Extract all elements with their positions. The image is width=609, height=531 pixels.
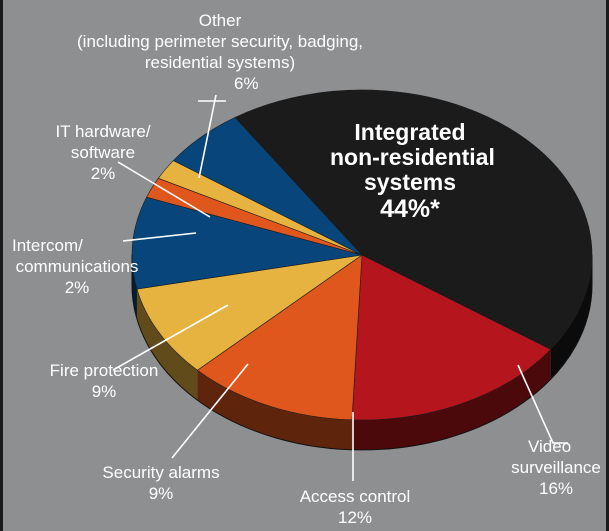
leader-alarms xyxy=(171,363,249,459)
pie-slice-access-control xyxy=(196,254,363,421)
pie-slice-other-including-perimeter-security-badging-residential-systems xyxy=(172,117,363,256)
pie-side-integrated-non-residential-systems xyxy=(550,255,592,380)
pie-side-video-surveillance xyxy=(351,349,551,450)
label-intercom-line2: communications xyxy=(15,257,139,276)
pie-slice-fire-protection xyxy=(131,196,363,290)
label-it-hardware: IT hardware/ software 2% xyxy=(38,121,168,184)
leader-video xyxy=(517,364,568,444)
leader-fire xyxy=(112,304,229,371)
pie-slice-integrated-non-residential-systems xyxy=(234,89,593,350)
pie-depth-outline xyxy=(131,255,593,451)
label-integrated-line3: systems xyxy=(363,169,457,195)
leader-it xyxy=(117,161,211,218)
label-other-line1: Other xyxy=(198,11,242,30)
label-access-pct: 12% xyxy=(337,508,373,527)
pie-depth xyxy=(131,255,593,451)
label-other-line2: (including perimeter security, badging, xyxy=(77,32,363,51)
label-integrated-line1: Integrated xyxy=(354,119,466,145)
label-intercom-line1: Intercom/ xyxy=(12,236,83,255)
label-video-surveillance: Video surveillance 16% xyxy=(506,436,606,499)
label-fire-protection: Fire protection 9% xyxy=(34,360,174,402)
label-it-pct: 2% xyxy=(90,164,116,183)
label-video-pct: 16% xyxy=(538,479,574,498)
label-fire-pct: 9% xyxy=(91,382,117,401)
label-other-line3: residential systems) xyxy=(144,53,296,72)
label-fire-line1: Fire protection xyxy=(49,361,159,380)
label-other-pct: 6% xyxy=(234,74,259,93)
label-alarms-line1: Security alarms xyxy=(102,463,220,482)
label-intercom: Intercom/ communications 2% xyxy=(2,235,152,298)
label-access-line1: Access control xyxy=(299,487,411,506)
pie-side-fire-protection xyxy=(132,255,137,320)
label-security-alarms: Security alarms 9% xyxy=(86,462,236,504)
leader-other xyxy=(198,94,226,179)
label-it-line2: software xyxy=(70,143,136,162)
label-video-line2: surveillance xyxy=(511,458,601,477)
label-it-line1: IT hardware/ xyxy=(55,122,151,141)
pie-side-access-control xyxy=(197,370,352,450)
leader-intercom xyxy=(122,232,197,242)
pie-side-security-alarms xyxy=(136,289,198,401)
leader-lines xyxy=(112,94,568,481)
pie-slice-video-surveillance xyxy=(351,254,552,421)
label-integrated-pct: 44%* xyxy=(380,195,440,223)
label-alarms-pct: 9% xyxy=(148,484,174,503)
right-border xyxy=(606,0,609,531)
left-border xyxy=(0,0,3,531)
label-intercom-pct: 2% xyxy=(64,278,90,297)
label-integrated-systems: Integrated non-residential systems 44%* xyxy=(330,119,495,224)
label-video-line1: Video xyxy=(528,437,572,456)
pie-top xyxy=(131,89,593,421)
label-integrated-line2: non-residential xyxy=(330,144,495,170)
pie-slice-security-alarms xyxy=(136,254,363,371)
label-other: Other (including perimeter security, bad… xyxy=(40,10,400,94)
label-access-control: Access control 12% xyxy=(280,486,430,528)
